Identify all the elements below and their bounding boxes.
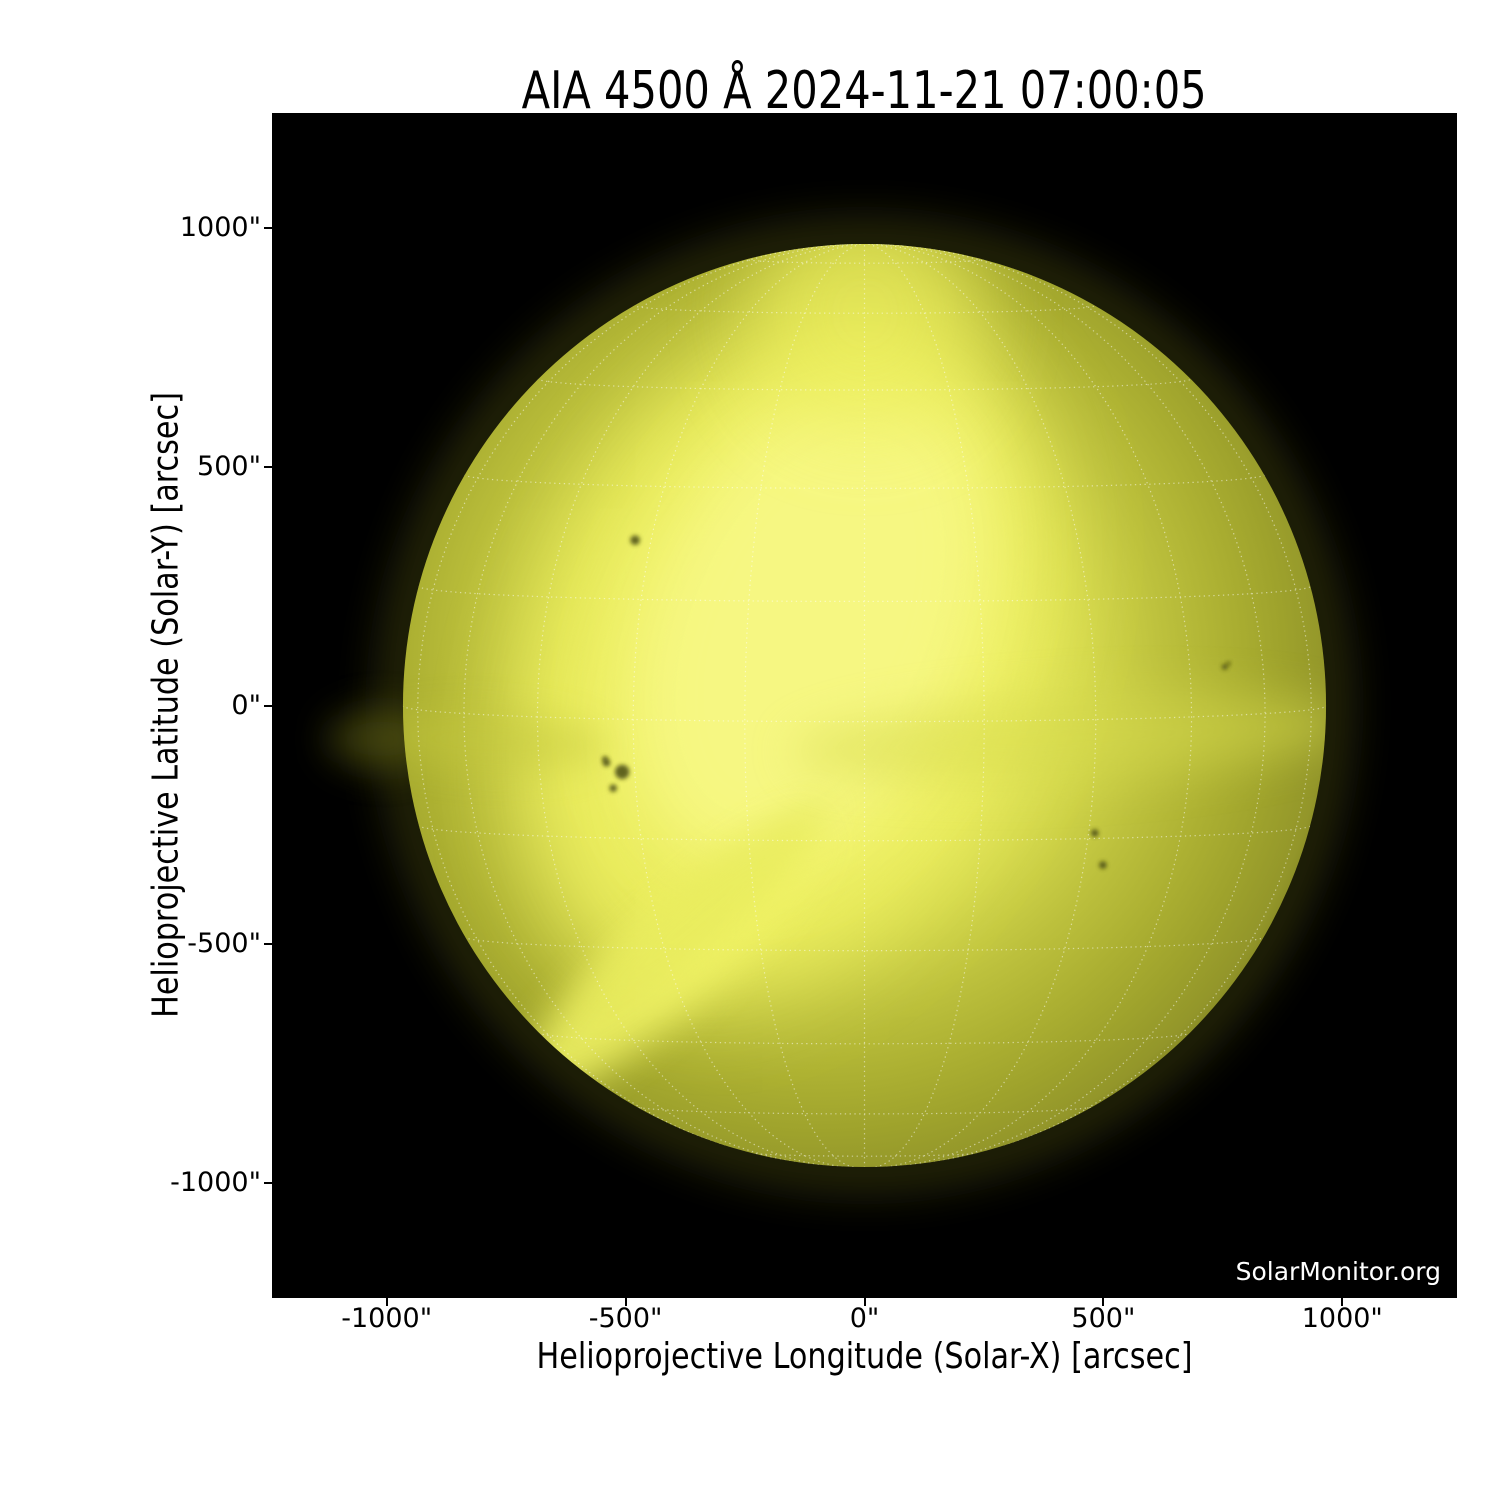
y-axis-label-text: Helioprojective Latitude (Solar-Y) [arcs… [145, 392, 187, 1018]
y-tick-mark [264, 465, 272, 468]
watermark: SolarMonitor.org [1235, 1257, 1441, 1286]
y-axis-label: Helioprojective Latitude (Solar-Y) [arcs… [146, 332, 187, 1077]
y-tick-mark [264, 226, 272, 229]
x-tick-label: 1000" [1301, 1303, 1383, 1334]
y-tick-label: 0" [231, 689, 261, 721]
y-tick-label: 500" [197, 450, 261, 482]
y-tick-label: -1000" [170, 1167, 261, 1199]
x-tick-mark [1102, 1298, 1105, 1306]
x-axis-label: Helioprojective Longitude (Solar-X) [arc… [272, 1336, 1457, 1377]
y-tick-label: -500" [187, 928, 261, 960]
x-tick-mark [624, 1298, 627, 1306]
y-tick-label: 1000" [179, 211, 261, 243]
y-tick-mark [264, 943, 272, 946]
x-tick-label: 500" [1071, 1303, 1136, 1334]
y-tick-mark [264, 704, 272, 707]
plot-area: SolarMonitor.org [272, 113, 1457, 1298]
x-axis-label-text: Helioprojective Longitude (Solar-X) [arc… [536, 1336, 1193, 1377]
page-title-text: AIA 4500 Å 2024-11-21 07:00:05 [522, 61, 1207, 121]
x-tick-mark [1341, 1298, 1344, 1306]
x-tick-label: -500" [588, 1303, 663, 1334]
x-tick-mark [385, 1298, 388, 1306]
page-title: AIA 4500 Å 2024-11-21 07:00:05 [272, 61, 1457, 121]
x-tick-label: -1000" [341, 1303, 433, 1334]
y-tick-mark [264, 1182, 272, 1185]
sun-image [272, 113, 1457, 1298]
x-tick-label: 0" [849, 1303, 880, 1334]
x-tick-mark [863, 1298, 866, 1306]
